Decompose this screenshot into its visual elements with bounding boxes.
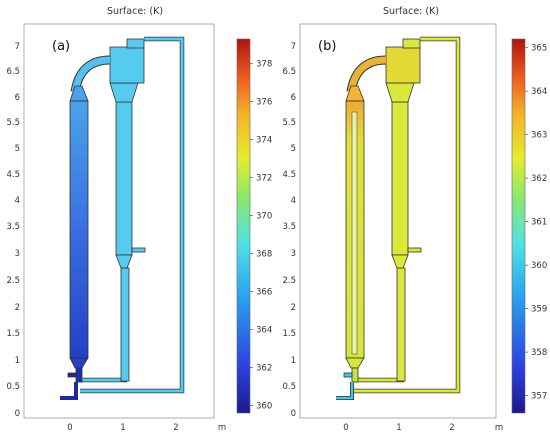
panel-b-geometry <box>336 36 461 400</box>
panel-a-ytick: 5 <box>15 144 20 154</box>
panel-b-ytick: 0 <box>291 409 296 419</box>
panel-b-colorbar <box>511 38 526 414</box>
panel-b-ytick: 1.5 <box>282 329 296 339</box>
panel-b-xtick: 1 <box>396 423 401 433</box>
colorbar-tick-label: 361 <box>531 218 547 228</box>
panel-a-ytick: 6 <box>15 93 20 103</box>
colorbar-tick-label: 364 <box>256 325 272 335</box>
panel-b-title: Surface: (K) <box>383 6 439 17</box>
colorbar-tick-label: 368 <box>256 250 272 260</box>
panel-a-ytick: 7 <box>15 42 20 52</box>
panel-b-xtick: 0 <box>343 423 348 433</box>
panel-b-ytick: 1 <box>291 356 296 366</box>
panel-a-ytick: 1.5 <box>6 329 20 339</box>
panel-a-ytick: 6.5 <box>6 67 20 77</box>
panel-b-ytick: 6.5 <box>282 67 296 77</box>
panel-a-ytick: 3.5 <box>6 222 20 232</box>
colorbar-tick-label: 370 <box>256 212 272 222</box>
colorbar-tick-label: 365 <box>531 44 547 54</box>
panel-a-x-unit: m <box>218 423 226 433</box>
colorbar-tick-label: 359 <box>531 305 547 315</box>
colorbar-tick-label: 362 <box>531 174 547 184</box>
panel-a-ytick: 0.5 <box>6 382 20 392</box>
panel-a-xtick: 0 <box>67 423 72 433</box>
colorbar-tick-label: 357 <box>531 392 547 402</box>
colorbar-tick-label: 364 <box>531 87 547 97</box>
colorbar-tick-label: 358 <box>531 348 547 358</box>
panel-b-x-ticks: 0 1 2 <box>343 423 454 433</box>
colorbar-tick-label: 360 <box>256 401 272 411</box>
panel-a-ytick: 4.5 <box>6 170 20 180</box>
colorbar-tick-label: 378 <box>256 60 272 70</box>
panel-a-geometry <box>60 36 185 400</box>
panel-b-ytick: 5.5 <box>282 118 296 128</box>
panel-b-x-unit: m <box>495 423 503 433</box>
panel-a: Surface: (K) 7 6.5 6 5.5 5 4.5 4 3.5 3 2… <box>6 6 272 433</box>
panel-a-label: (a) <box>52 39 70 54</box>
panel-a-ytick: 3 <box>15 249 20 259</box>
panel-a-colorbar-ticks: 360 362 364 366 368 370 372 374 376 378 <box>250 60 272 411</box>
colorbar-tick-label: 366 <box>256 287 272 297</box>
panel-b-ytick: 2.5 <box>282 276 296 286</box>
panel-b-ytick: 4 <box>291 196 296 206</box>
panel-a-xtick: 1 <box>120 423 125 433</box>
panel-b-colorbar-ticks: 357 358 359 360 361 362 363 364 365 <box>525 44 547 402</box>
colorbar-tick-label: 372 <box>256 174 272 184</box>
panel-a-xtick: 2 <box>173 423 178 433</box>
colorbar-tick-label: 376 <box>256 98 272 108</box>
panel-b-ytick: 4.5 <box>282 170 296 180</box>
panel-b-ytick: 3.5 <box>282 222 296 232</box>
panel-b-ytick: 5 <box>291 144 296 154</box>
colorbar-tick-label: 362 <box>256 363 272 373</box>
panel-b-ytick: 7 <box>291 42 296 52</box>
panel-b-label: (b) <box>318 39 336 54</box>
colorbar-tick-label: 363 <box>531 131 547 141</box>
panel-b-ytick: 0.5 <box>282 382 296 392</box>
panel-a-ytick: 0 <box>15 409 20 419</box>
colorbar-tick-label: 374 <box>256 136 272 146</box>
panel-b-ytick: 2 <box>291 303 296 313</box>
panel-b-ytick: 6 <box>291 93 296 103</box>
colorbar-tick-label: 360 <box>531 261 547 271</box>
panel-a-ytick: 4 <box>15 196 20 206</box>
panel-b-xtick: 2 <box>449 423 454 433</box>
panel-b-y-ticks: 7 6.5 6 5.5 5 4.5 4 3.5 3 2.5 2 1.5 1 0.… <box>282 42 296 419</box>
panel-a-ytick: 2 <box>15 303 20 313</box>
panel-a-ytick: 1 <box>15 356 20 366</box>
panel-a-x-ticks: 0 1 2 <box>67 423 178 433</box>
panel-b-ytick: 3 <box>291 249 296 259</box>
panel-a-colorbar <box>236 38 251 414</box>
panel-a-title: Surface: (K) <box>107 6 163 17</box>
panel-a-ytick: 2.5 <box>6 276 20 286</box>
panel-a-y-ticks: 7 6.5 6 5.5 5 4.5 4 3.5 3 2.5 2 1.5 1 0.… <box>6 42 20 419</box>
panel-a-ytick: 5.5 <box>6 118 20 128</box>
panel-b: Surface: (K) 7 6.5 6 5.5 5 4.5 4 3.5 3 2… <box>282 6 547 433</box>
